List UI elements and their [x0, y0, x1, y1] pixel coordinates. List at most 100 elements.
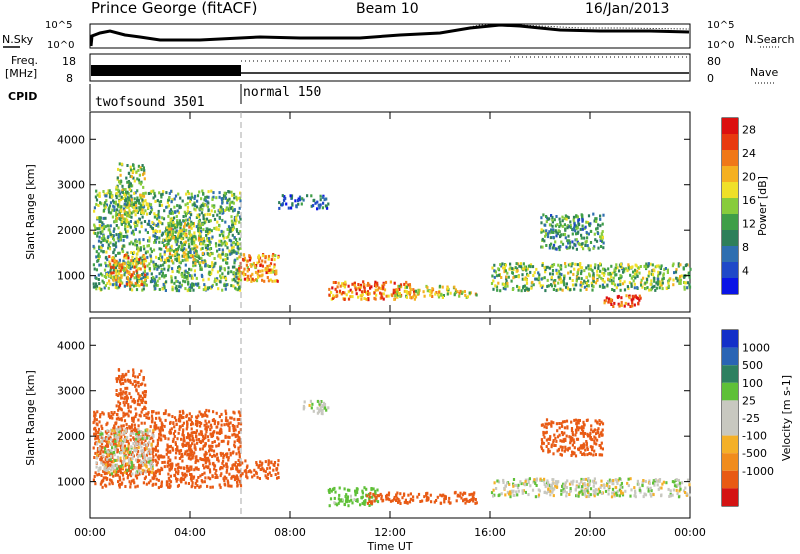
data-cell [203, 221, 206, 225]
data-cell [239, 230, 242, 234]
data-cell [567, 263, 570, 267]
data-cell [138, 403, 141, 407]
data-cell [202, 202, 205, 206]
data-cell [328, 287, 331, 291]
data-cell [599, 269, 602, 273]
data-cell [123, 273, 126, 277]
data-cell [156, 230, 159, 233]
data-cell [389, 499, 393, 503]
data-cell [187, 255, 190, 259]
data-cell [197, 215, 200, 219]
data-cell [218, 233, 221, 237]
data-cell [194, 249, 198, 253]
data-cell [98, 420, 101, 424]
data-cell [213, 210, 217, 214]
data-cell [213, 464, 217, 468]
data-cell [246, 278, 249, 282]
data-cell [141, 198, 144, 202]
data-cell [320, 408, 323, 412]
data-cell [644, 281, 647, 285]
data-cell [376, 488, 379, 492]
data-cell [266, 476, 269, 480]
velocity-data-cells [92, 368, 691, 508]
data-cell [133, 481, 136, 485]
data-cell [312, 204, 315, 208]
data-cell [137, 275, 140, 279]
data-cell [523, 265, 526, 269]
data-cell [516, 269, 519, 273]
data-cell [576, 275, 579, 279]
data-cell [629, 266, 632, 270]
data-cell [181, 409, 184, 413]
data-cell [170, 427, 173, 431]
data-cell [620, 303, 623, 307]
data-cell [117, 473, 120, 477]
data-cell [200, 432, 203, 436]
data-cell [149, 479, 152, 483]
data-cell [100, 287, 103, 291]
data-cell [193, 273, 196, 277]
data-cell [627, 286, 630, 290]
data-cell [109, 274, 112, 278]
data-cell [672, 262, 675, 266]
data-cell [210, 448, 213, 452]
data-cell [147, 457, 150, 461]
data-cell [167, 268, 170, 272]
data-cell [131, 288, 134, 292]
data-cell [212, 214, 215, 218]
data-cell [127, 256, 130, 260]
data-cell [160, 195, 163, 199]
data-cell [409, 288, 412, 291]
data-cell [131, 463, 134, 467]
data-cell [535, 277, 538, 281]
data-cell [232, 223, 235, 227]
data-cell [119, 206, 122, 210]
data-cell [106, 224, 109, 228]
data-cell [196, 194, 200, 198]
data-cell [475, 501, 478, 505]
freq-panel: Freq. [MHz] 18 8 80 0 Nave [5, 53, 778, 85]
data-cell [349, 494, 352, 498]
data-cell [118, 270, 121, 274]
data-cell [435, 499, 438, 502]
data-cell [183, 472, 187, 476]
data-cell [143, 169, 146, 173]
data-cell [138, 173, 141, 177]
data-cell [115, 259, 118, 263]
data-cell [132, 232, 135, 236]
data-cell [643, 264, 646, 268]
data-cell [119, 168, 122, 172]
data-cell [123, 470, 126, 474]
data-cell [111, 276, 114, 280]
data-cell [529, 270, 532, 274]
data-cell [120, 417, 123, 421]
data-cell [150, 277, 153, 280]
data-cell [130, 175, 133, 179]
data-cell [147, 205, 150, 209]
data-cell [531, 265, 535, 269]
data-cell [190, 474, 193, 478]
data-cell [119, 427, 122, 431]
data-cell [194, 235, 197, 239]
data-cell [274, 473, 277, 476]
data-cell [116, 216, 119, 220]
data-cell [217, 431, 220, 435]
data-cell [606, 283, 609, 287]
data-cell [143, 413, 146, 417]
data-cell [369, 491, 372, 495]
data-cell [96, 234, 99, 238]
data-cell [581, 224, 584, 228]
data-cell [115, 224, 118, 227]
data-cell [290, 196, 293, 200]
data-cell [128, 460, 131, 464]
data-cell [526, 287, 529, 291]
data-cell [187, 418, 191, 422]
data-cell [98, 439, 101, 443]
data-cell [266, 467, 269, 471]
data-cell [120, 274, 123, 278]
data-cell [174, 441, 177, 445]
data-cell [138, 208, 141, 212]
data-cell [109, 230, 112, 234]
data-cell [153, 284, 156, 288]
data-cell [167, 224, 170, 228]
